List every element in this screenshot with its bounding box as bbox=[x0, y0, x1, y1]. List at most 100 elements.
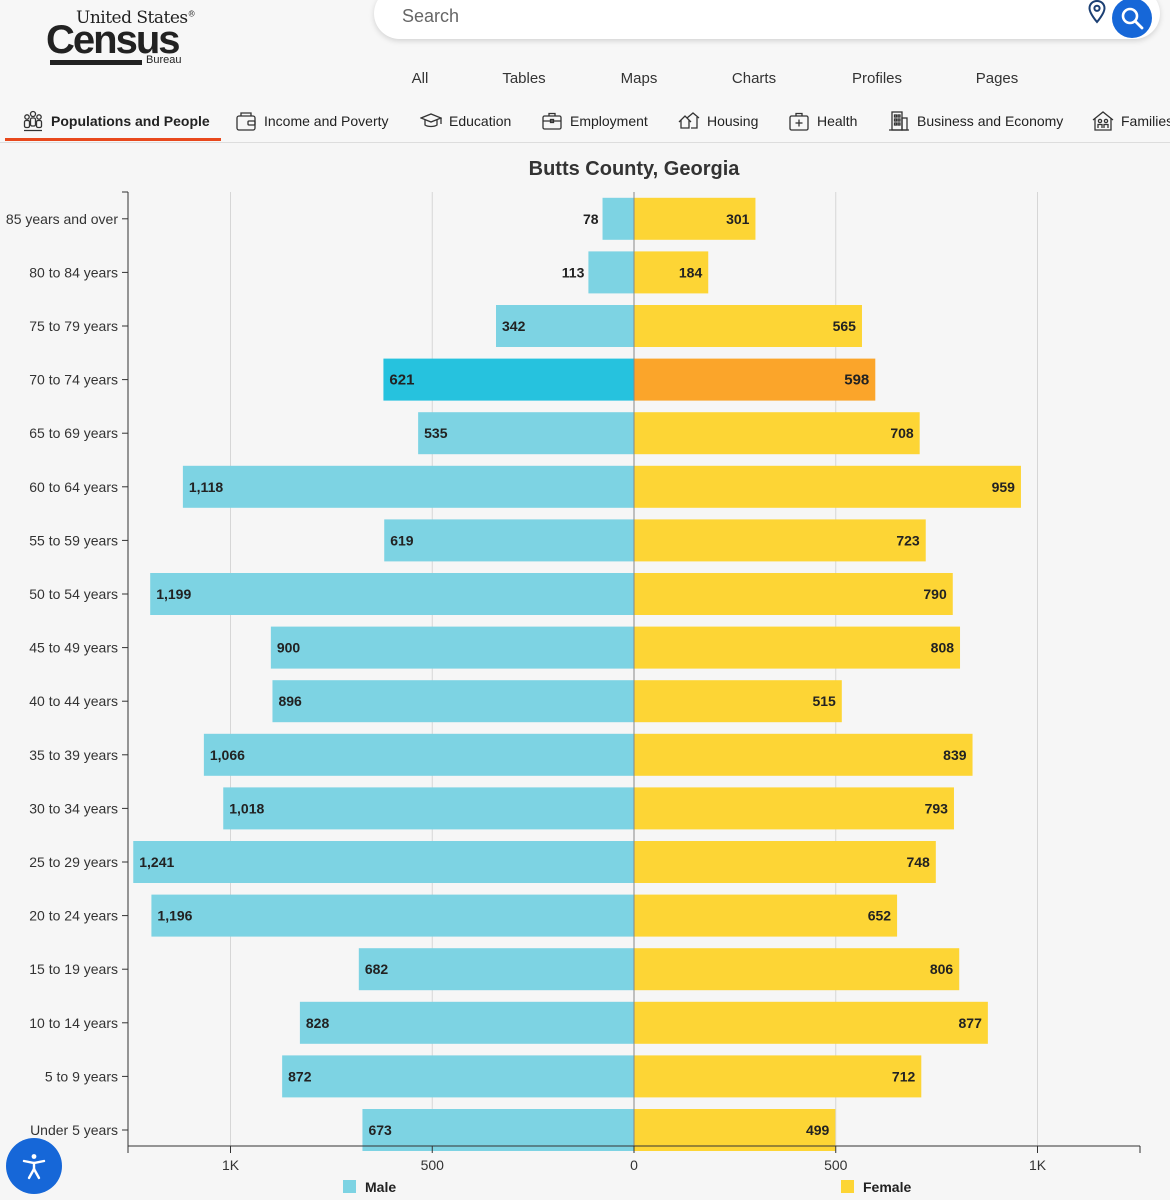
bar-male[interactable] bbox=[384, 519, 634, 562]
data-label-female: 598 bbox=[844, 372, 869, 389]
family-home-icon bbox=[1092, 111, 1114, 131]
bar-female[interactable] bbox=[634, 197, 756, 240]
tab-label: Income and Poverty bbox=[264, 113, 389, 129]
category-bar: Populations and People Income and Povert… bbox=[0, 100, 1170, 143]
bar-female[interactable] bbox=[634, 1055, 922, 1098]
logo-line1: United States bbox=[76, 8, 188, 28]
y-tick-label: 70 to 74 years bbox=[29, 372, 118, 388]
data-label-female: 184 bbox=[679, 264, 703, 280]
bar-female[interactable] bbox=[634, 358, 876, 401]
legend-label-male[interactable]: Male bbox=[365, 1179, 396, 1195]
search-input[interactable] bbox=[400, 0, 1064, 32]
bar-male[interactable] bbox=[272, 680, 634, 723]
y-tick-label: 10 to 14 years bbox=[29, 1015, 118, 1031]
bar-female[interactable] bbox=[634, 412, 920, 455]
chart-title: Butts County, Georgia bbox=[529, 158, 741, 180]
bar-male[interactable] bbox=[150, 573, 635, 615]
bar-male[interactable] bbox=[588, 251, 634, 294]
nav-all[interactable]: All bbox=[411, 70, 429, 87]
data-label-male: 78 bbox=[583, 211, 599, 227]
bar-male[interactable] bbox=[602, 197, 634, 240]
nav-profiles[interactable]: Profiles bbox=[851, 70, 903, 87]
nav-pages[interactable]: Pages bbox=[975, 70, 1019, 87]
bar-female[interactable] bbox=[634, 1109, 836, 1151]
bar-male[interactable] bbox=[270, 626, 634, 669]
data-label-male: 1,199 bbox=[156, 586, 191, 602]
data-label-female: 565 bbox=[833, 318, 857, 334]
nav-maps[interactable]: Maps bbox=[620, 70, 658, 87]
bar-male[interactable] bbox=[203, 733, 634, 776]
y-tick-label: 80 to 84 years bbox=[29, 264, 118, 280]
tab-label: Housing bbox=[707, 113, 759, 129]
tab-health[interactable]: Health bbox=[788, 100, 857, 142]
bar-female[interactable] bbox=[634, 519, 926, 562]
accessibility-button[interactable] bbox=[6, 1138, 62, 1194]
bar-male[interactable] bbox=[383, 358, 634, 401]
bar-male[interactable] bbox=[182, 465, 634, 508]
y-tick-label: 15 to 19 years bbox=[29, 961, 118, 977]
data-label-male: 900 bbox=[277, 640, 301, 656]
y-tick-label: 85 years and over bbox=[6, 211, 118, 227]
houses-icon bbox=[678, 112, 700, 129]
bar-female[interactable] bbox=[634, 787, 954, 830]
census-logo[interactable]: United States® Census Bureau bbox=[46, 8, 196, 72]
nav-charts[interactable]: Charts bbox=[731, 70, 777, 87]
tab-employment[interactable]: Employment bbox=[541, 100, 648, 142]
bar-female[interactable] bbox=[634, 680, 842, 723]
top-nav: All Tables Maps Charts Profiles Pages bbox=[0, 70, 1170, 90]
legend-label-female[interactable]: Female bbox=[863, 1179, 911, 1195]
x-tick-label: 500 bbox=[824, 1157, 848, 1173]
tab-income-and-poverty[interactable]: Income and Poverty bbox=[235, 100, 389, 142]
bar-female[interactable] bbox=[634, 465, 1021, 508]
bar-female[interactable] bbox=[634, 894, 898, 937]
search-box bbox=[374, 0, 1160, 39]
bar-female[interactable] bbox=[634, 733, 973, 776]
data-label-male: 1,118 bbox=[189, 479, 223, 495]
bar-male[interactable] bbox=[362, 1109, 634, 1151]
tab-label: Families bbox=[1121, 113, 1170, 129]
nav-tables[interactable]: Tables bbox=[502, 70, 546, 87]
bar-female[interactable] bbox=[634, 948, 960, 991]
data-label-male: 828 bbox=[306, 1015, 330, 1031]
data-label-male: 342 bbox=[502, 318, 526, 334]
data-label-male: 619 bbox=[390, 532, 414, 548]
logo-bar bbox=[50, 60, 142, 65]
bar-female[interactable] bbox=[634, 251, 709, 294]
bar-female[interactable] bbox=[634, 626, 961, 669]
bar-male[interactable] bbox=[133, 841, 634, 883]
tab-housing[interactable]: Housing bbox=[678, 100, 758, 142]
y-tick-label: 60 to 64 years bbox=[29, 479, 118, 495]
bar-female[interactable] bbox=[634, 841, 936, 883]
bar-male[interactable] bbox=[299, 1001, 634, 1044]
tab-label: Education bbox=[449, 113, 512, 129]
data-label-male: 872 bbox=[288, 1068, 312, 1084]
people-icon bbox=[23, 110, 43, 132]
tab-education[interactable]: Education bbox=[420, 100, 511, 142]
bar-male[interactable] bbox=[418, 412, 634, 455]
tab-label: Health bbox=[817, 113, 858, 129]
location-pin-icon[interactable] bbox=[1088, 0, 1106, 24]
data-label-female: 839 bbox=[943, 747, 967, 763]
data-label-male: 896 bbox=[278, 693, 302, 709]
bar-male[interactable] bbox=[282, 1055, 634, 1098]
data-label-female: 790 bbox=[923, 586, 947, 602]
bar-female[interactable] bbox=[634, 1001, 988, 1044]
bar-female[interactable] bbox=[634, 305, 862, 347]
bar-male[interactable] bbox=[358, 948, 634, 991]
graduation-cap-icon bbox=[420, 113, 442, 128]
y-tick-label: 40 to 44 years bbox=[29, 693, 118, 709]
search-button[interactable] bbox=[1112, 0, 1152, 38]
bar-male[interactable] bbox=[496, 305, 634, 347]
x-tick-label: 0 bbox=[630, 1157, 638, 1173]
bar-male[interactable] bbox=[151, 894, 634, 937]
bar-male[interactable] bbox=[223, 787, 634, 830]
y-tick-label: Under 5 years bbox=[30, 1122, 118, 1138]
logo-line2: Census bbox=[46, 18, 180, 62]
tab-business-and-economy[interactable]: Business and Economy bbox=[888, 100, 1063, 142]
y-tick-label: 55 to 59 years bbox=[29, 532, 118, 548]
tab-families[interactable]: Families bbox=[1092, 100, 1170, 142]
y-tick-label: 30 to 34 years bbox=[29, 800, 118, 816]
bar-female[interactable] bbox=[634, 573, 953, 615]
tab-populations-and-people[interactable]: Populations and People bbox=[22, 100, 210, 142]
y-tick-label: 50 to 54 years bbox=[29, 586, 118, 602]
